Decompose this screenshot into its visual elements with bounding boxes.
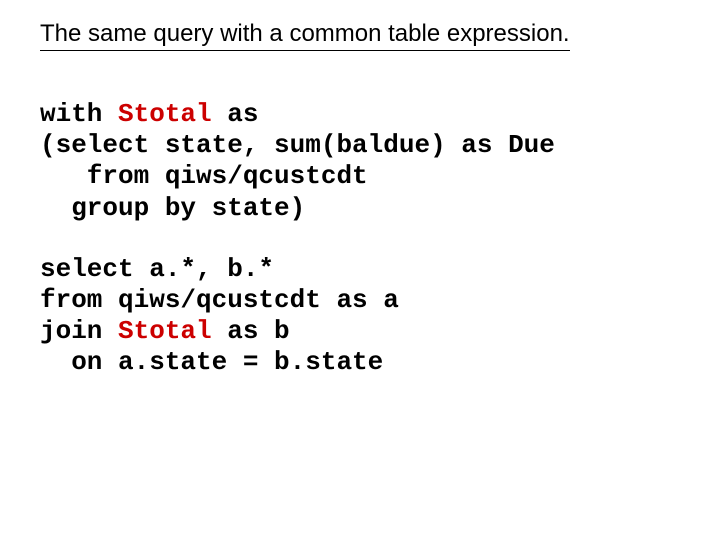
code-line-3: from qiws/qcustcdt xyxy=(40,161,368,191)
code-block-1: with Stotal as (select state, sum(baldue… xyxy=(40,99,680,224)
code-line-2: (select state, sum(baldue) as Due xyxy=(40,130,555,160)
slide: The same query with a common table expre… xyxy=(0,0,720,540)
code-line-1b: as xyxy=(212,99,259,129)
cte-name-ref: Stotal xyxy=(118,316,212,346)
code2-line-2: from qiws/qcustcdt as a xyxy=(40,285,399,315)
cte-name-def: Stotal xyxy=(118,99,212,129)
code2-line-4: on a.state = b.state xyxy=(40,347,383,377)
slide-heading: The same query with a common table expre… xyxy=(40,20,570,51)
code-line-4: group by state) xyxy=(40,193,305,223)
code2-line-3b: as b xyxy=(212,316,290,346)
code-block-2: select a.*, b.* from qiws/qcustcdt as a … xyxy=(40,254,680,379)
code-line-1a: with xyxy=(40,99,118,129)
code2-line-3a: join xyxy=(40,316,118,346)
code2-line-1: select a.*, b.* xyxy=(40,254,274,284)
heading-wrapper: The same query with a common table expre… xyxy=(40,20,680,99)
code-gap xyxy=(40,224,680,254)
